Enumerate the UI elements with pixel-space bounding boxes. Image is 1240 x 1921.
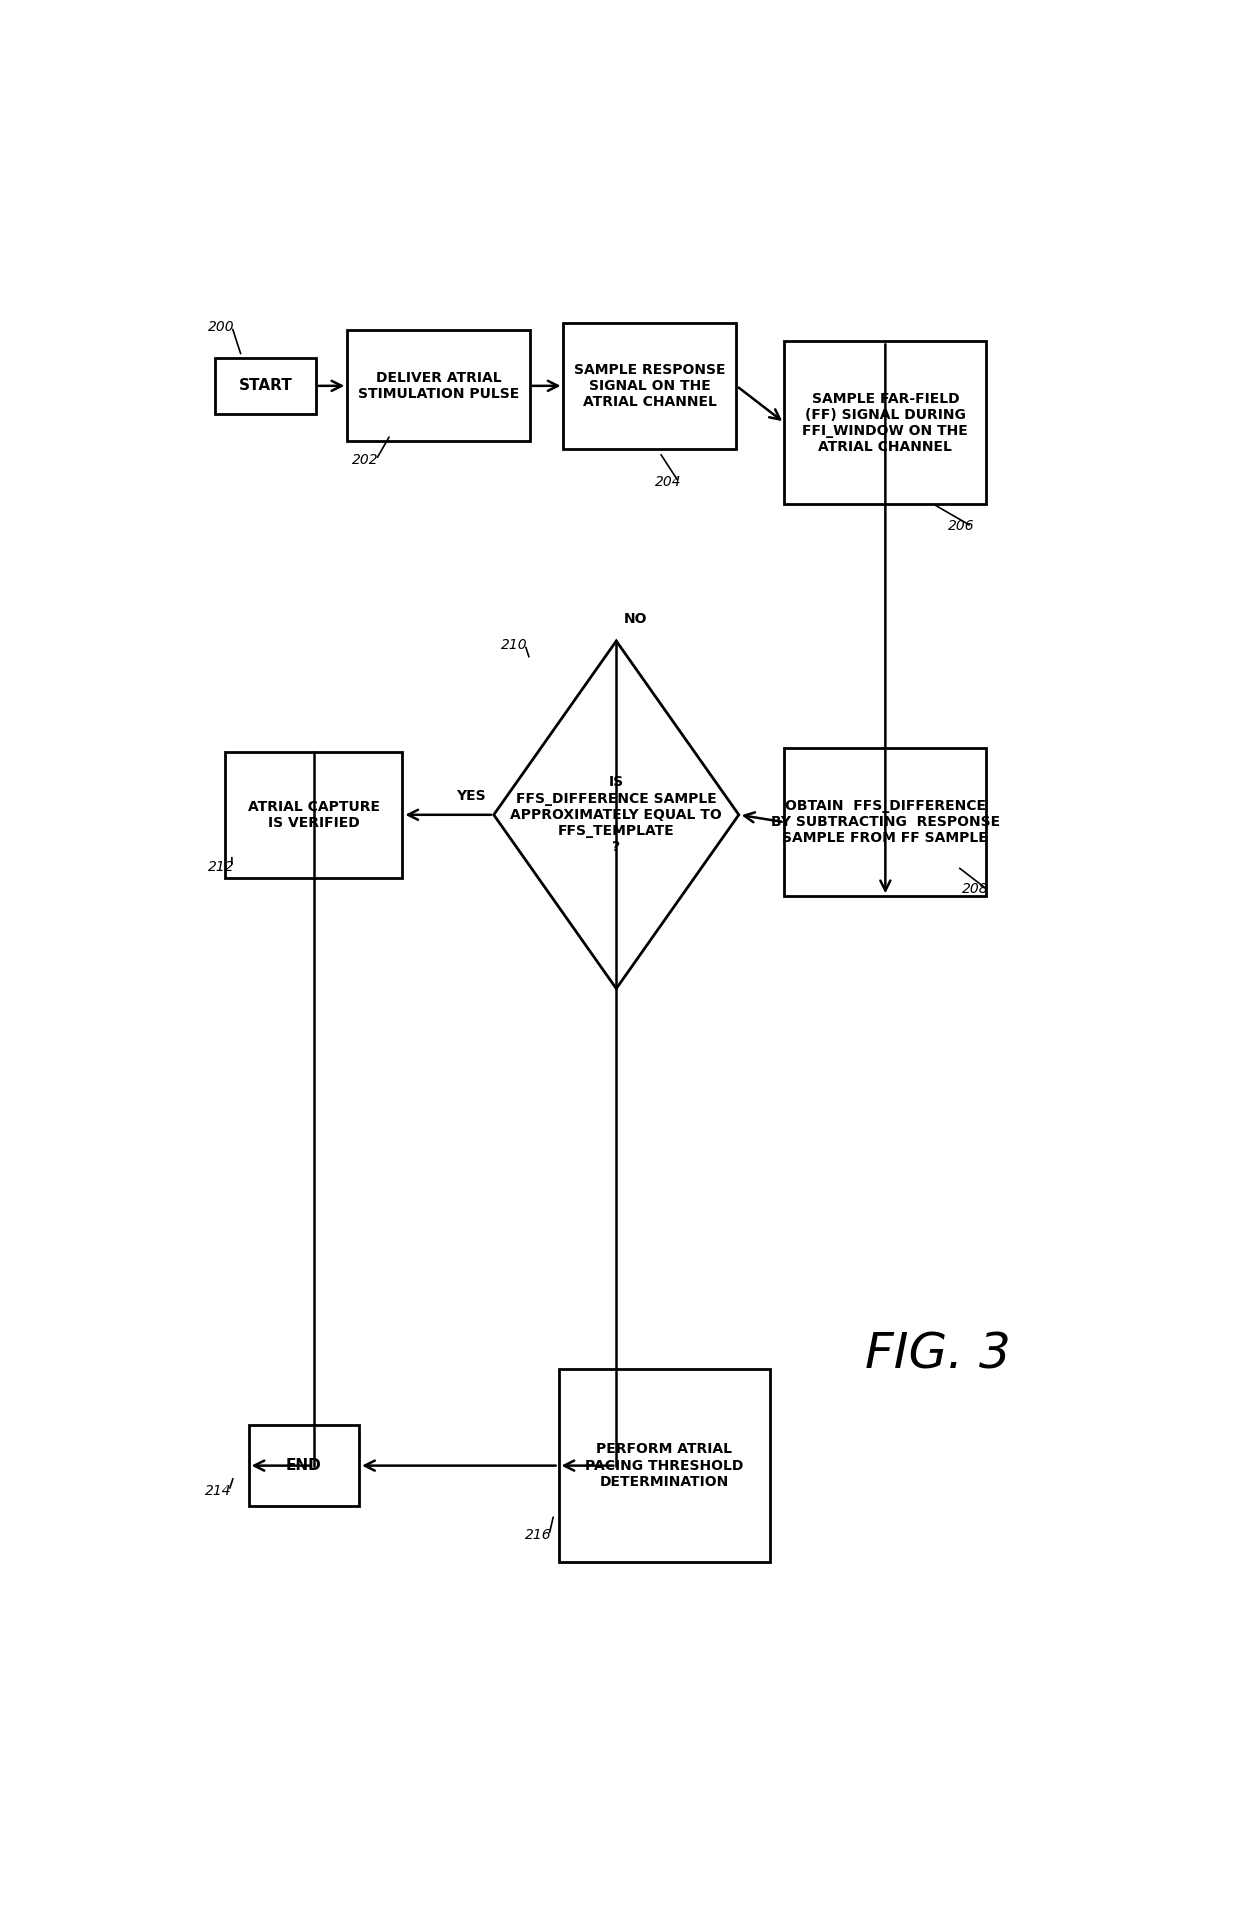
Bar <box>249 1425 360 1506</box>
Bar <box>224 751 403 878</box>
Text: OBTAIN  FFS_DIFFERENCE
BY SUBTRACTING  RESPONSE
SAMPLE FROM FF SAMPLE: OBTAIN FFS_DIFFERENCE BY SUBTRACTING RES… <box>771 799 999 845</box>
Text: NO: NO <box>624 613 647 626</box>
Text: 200: 200 <box>208 319 234 334</box>
Bar <box>563 323 737 450</box>
Text: START: START <box>238 378 293 394</box>
Text: SAMPLE FAR-FIELD
(FF) SIGNAL DURING
FFI_WINDOW ON THE
ATRIAL CHANNEL: SAMPLE FAR-FIELD (FF) SIGNAL DURING FFI_… <box>802 392 968 453</box>
Text: 206: 206 <box>947 519 975 534</box>
Text: 202: 202 <box>352 453 378 467</box>
Text: PERFORM ATRIAL
PACING THRESHOLD
DETERMINATION: PERFORM ATRIAL PACING THRESHOLD DETERMIN… <box>585 1443 744 1489</box>
Text: ATRIAL CAPTURE
IS VERIFIED: ATRIAL CAPTURE IS VERIFIED <box>248 799 379 830</box>
Text: END: END <box>286 1458 322 1473</box>
Text: 216: 216 <box>525 1527 552 1543</box>
Polygon shape <box>494 642 739 989</box>
Text: 210: 210 <box>501 638 527 651</box>
Text: YES: YES <box>456 790 486 803</box>
Bar <box>785 342 986 503</box>
Text: FIG. 3: FIG. 3 <box>866 1331 1011 1379</box>
Text: 212: 212 <box>208 859 234 874</box>
Bar <box>347 330 529 442</box>
Text: 208: 208 <box>962 882 988 895</box>
Bar <box>215 357 316 413</box>
Text: DELIVER ATRIAL
STIMULATION PULSE: DELIVER ATRIAL STIMULATION PULSE <box>358 371 520 401</box>
Text: 204: 204 <box>655 474 681 490</box>
Text: IS
FFS_DIFFERENCE SAMPLE
APPROXIMATELY EQUAL TO
FFS_TEMPLATE
?: IS FFS_DIFFERENCE SAMPLE APPROXIMATELY E… <box>511 776 722 855</box>
Bar <box>785 749 986 895</box>
Bar <box>559 1370 770 1562</box>
Text: 214: 214 <box>205 1483 232 1498</box>
Text: SAMPLE RESPONSE
SIGNAL ON THE
ATRIAL CHANNEL: SAMPLE RESPONSE SIGNAL ON THE ATRIAL CHA… <box>574 363 725 409</box>
